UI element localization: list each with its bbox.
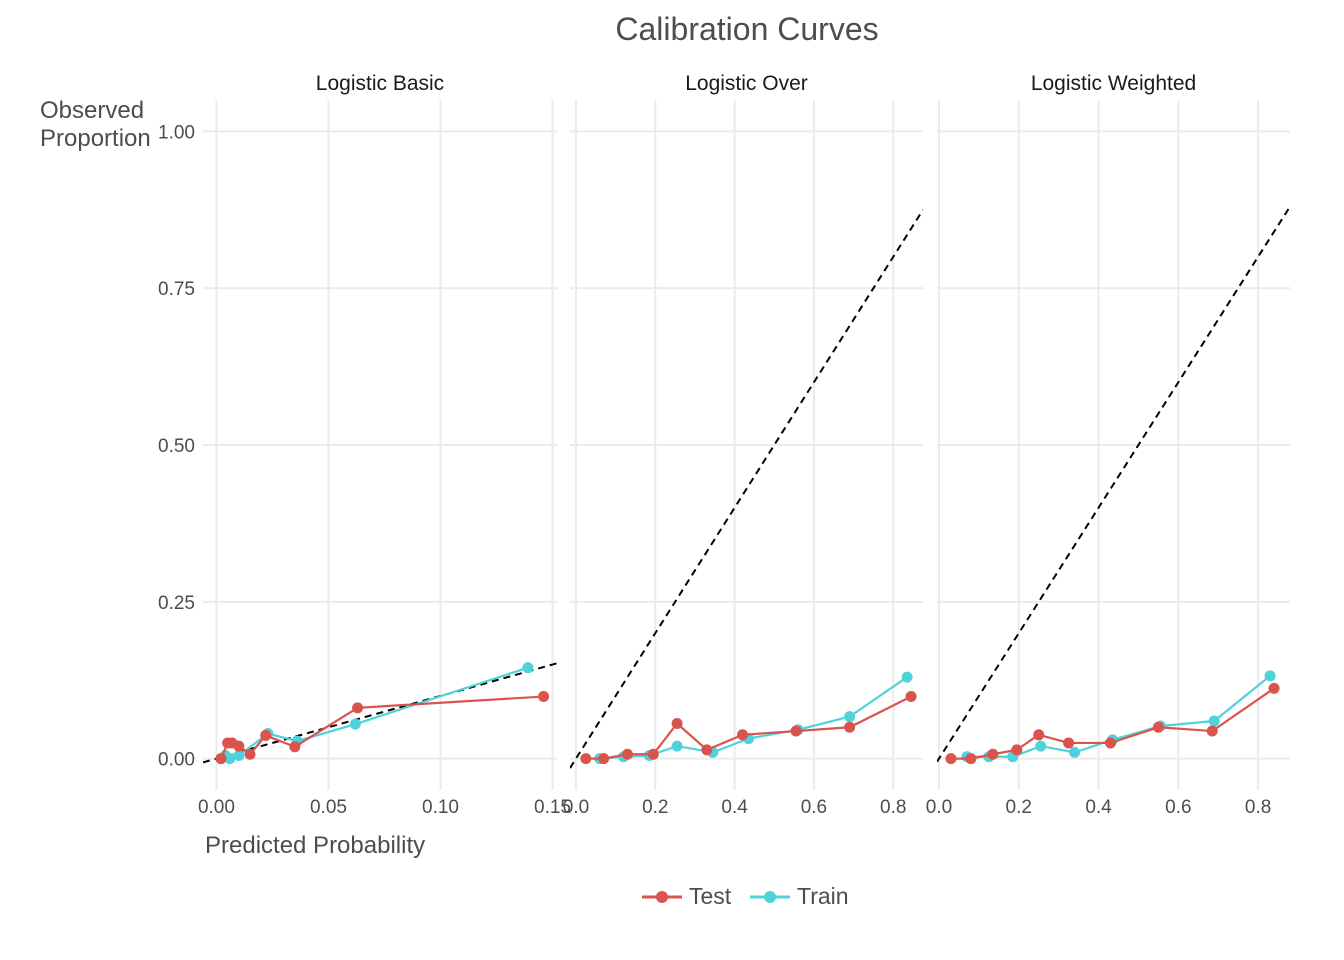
- x-tick-label: 0.00: [198, 797, 235, 818]
- x-tick-label: 0.05: [310, 797, 347, 818]
- series-line-test: [950, 687, 1275, 760]
- x-tick-label: 0.4: [721, 797, 748, 818]
- data-point-test: [1105, 737, 1117, 749]
- x-tick-label: 0.2: [642, 797, 668, 818]
- x-tick-label: 0.4: [1085, 797, 1112, 818]
- x-tick-label: 0.8: [880, 797, 906, 818]
- data-point-test: [737, 729, 749, 741]
- legend-key-point: [656, 891, 668, 903]
- data-point-train: [224, 753, 236, 765]
- data-point-train: [1264, 670, 1276, 682]
- x-tick-label: 0.6: [1165, 797, 1191, 818]
- y-tick-label: 1.00: [158, 122, 195, 143]
- x-tick-label: 0.10: [422, 797, 459, 818]
- data-point-test: [1206, 725, 1218, 737]
- data-point-train: [1208, 715, 1220, 727]
- x-tick-label: 0.2: [1006, 797, 1032, 818]
- data-point-test: [844, 721, 856, 733]
- data-point-test: [987, 748, 999, 760]
- data-point-train: [671, 740, 683, 752]
- x-tick-label: 0.15: [534, 797, 571, 818]
- data-point-test: [905, 691, 917, 703]
- y-axis-title-line-1: Observed: [40, 97, 144, 124]
- data-point-test: [289, 741, 301, 753]
- data-point-train: [349, 718, 361, 730]
- y-axis-title: Observed Proportion: [40, 97, 151, 152]
- data-point-train: [233, 750, 245, 761]
- data-point-test: [352, 702, 364, 714]
- y-tick-label: 0.50: [158, 436, 195, 457]
- data-point-test: [260, 729, 272, 741]
- data-point-test: [215, 753, 227, 765]
- legend: Test Train: [642, 883, 849, 909]
- data-point-test: [1063, 737, 1075, 749]
- perfect-calibration-line: [937, 206, 1290, 763]
- facet-2: Logistic Weighted 0.0 0.2 0.4 0.6 0.8: [926, 72, 1290, 818]
- series-line-test: [585, 695, 912, 760]
- data-point-test: [1011, 744, 1023, 756]
- facet-panels: Logistic Basic 0.00 0.05 0.10 0.15 0.00 0.25 0.…: [158, 72, 1290, 818]
- data-point-test: [1268, 682, 1280, 694]
- series-line-train: [599, 676, 908, 760]
- legend-key-point: [764, 891, 776, 903]
- data-point-test: [1152, 721, 1164, 733]
- x-tick-label: 0.0: [926, 797, 952, 818]
- y-tick-label: 0.00: [158, 750, 195, 771]
- chart-title: Calibration Curves: [615, 11, 878, 47]
- facet-1: Logistic Over 0.0 0.2 0.4 0.6 0.8: [563, 72, 923, 818]
- data-point-train: [522, 662, 534, 674]
- data-point-test: [244, 748, 256, 760]
- facet-0: Logistic Basic 0.00 0.05 0.10 0.15 0.00 0.25 0.…: [158, 72, 571, 818]
- facet-plot-area: [570, 209, 923, 769]
- data-point-test: [701, 744, 713, 756]
- facet-plot-area: [203, 662, 557, 765]
- data-point-test: [538, 691, 550, 703]
- series-line-test: [219, 695, 544, 760]
- facet-plot-area: [937, 206, 1290, 765]
- y-tick-label: 0.25: [158, 593, 195, 614]
- data-point-test: [945, 753, 957, 765]
- legend-label: Train: [797, 883, 849, 909]
- x-tick-label: 0.6: [801, 797, 827, 818]
- legend-item-train: Train: [750, 883, 849, 909]
- facet-label: Logistic Weighted: [1031, 72, 1196, 95]
- data-point-test: [965, 753, 977, 765]
- x-tick-label: 0.8: [1245, 797, 1271, 818]
- data-point-train: [844, 711, 856, 723]
- data-point-test: [233, 740, 245, 752]
- legend-item-test: Test: [642, 883, 732, 909]
- x-axis-title: Predicted Probability: [205, 832, 425, 859]
- data-point-train: [901, 671, 913, 683]
- data-point-train: [1069, 746, 1081, 758]
- data-point-test: [647, 748, 659, 760]
- y-axis-title-line-2: Proportion: [40, 125, 151, 152]
- facet-label: Logistic Over: [685, 72, 808, 95]
- facet-label: Logistic Basic: [316, 72, 444, 95]
- perfect-calibration-line: [570, 209, 923, 769]
- data-point-test: [790, 725, 802, 737]
- data-point-test: [598, 753, 610, 765]
- perfect-calibration-line: [203, 662, 557, 764]
- data-point-test: [671, 718, 683, 730]
- data-point-test: [1033, 729, 1045, 741]
- data-point-test: [580, 753, 592, 765]
- series-line-train: [966, 674, 1271, 758]
- data-point-test: [622, 748, 634, 760]
- y-tick-label: 0.75: [158, 279, 195, 300]
- data-point-train: [1035, 740, 1047, 752]
- legend-label: Test: [689, 883, 732, 909]
- x-tick-label: 0.0: [563, 797, 589, 818]
